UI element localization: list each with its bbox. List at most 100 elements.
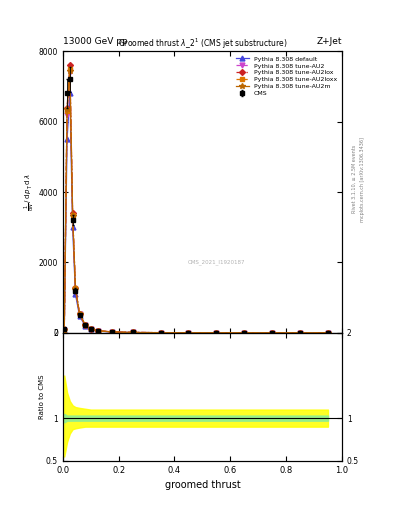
Pythia 8.308 default <box>242 330 247 336</box>
Pythia 8.308 tune-AU2lox <box>130 329 135 335</box>
Pythia 8.308 default <box>95 328 100 334</box>
Legend: Pythia 8.308 default, Pythia 8.308 tune-AU2, Pythia 8.308 tune-AU2lox, Pythia 8.: Pythia 8.308 default, Pythia 8.308 tune-… <box>234 54 339 98</box>
Pythia 8.308 tune-AU2loxx <box>70 212 75 218</box>
Pythia 8.308 tune-AU2m <box>270 330 275 336</box>
Pythia 8.308 tune-AU2loxx <box>62 327 67 333</box>
Pythia 8.308 tune-AU2 <box>95 328 100 334</box>
Pythia 8.308 tune-AU2 <box>298 330 303 336</box>
Pythia 8.308 default <box>214 330 219 336</box>
Pythia 8.308 tune-AU2 <box>214 330 219 336</box>
Pythia 8.308 tune-AU2 <box>109 329 114 335</box>
Pythia 8.308 tune-AU2loxx <box>73 285 78 291</box>
Pythia 8.308 tune-AU2loxx <box>65 108 70 114</box>
Pythia 8.308 tune-AU2m <box>62 327 67 333</box>
Pythia 8.308 tune-AU2loxx <box>158 330 163 336</box>
Text: Rivet 3.1.10, ≥ 2.5M events: Rivet 3.1.10, ≥ 2.5M events <box>352 145 357 214</box>
Pythia 8.308 tune-AU2lox <box>65 104 70 111</box>
Pythia 8.308 tune-AU2m <box>68 68 72 74</box>
Text: Z+Jet: Z+Jet <box>316 37 342 46</box>
Line: Pythia 8.308 tune-AU2: Pythia 8.308 tune-AU2 <box>62 70 331 335</box>
Pythia 8.308 tune-AU2m <box>326 330 331 336</box>
Pythia 8.308 default <box>88 326 93 332</box>
Text: CMS_2021_I1920187: CMS_2021_I1920187 <box>187 260 245 265</box>
Pythia 8.308 default <box>270 330 275 336</box>
Pythia 8.308 tune-AU2m <box>73 286 78 292</box>
Pythia 8.308 default <box>77 313 82 319</box>
Pythia 8.308 tune-AU2loxx <box>298 330 303 336</box>
Pythia 8.308 tune-AU2loxx <box>242 330 247 336</box>
Pythia 8.308 default <box>83 323 88 329</box>
Pythia 8.308 tune-AU2m <box>130 329 135 335</box>
Pythia 8.308 tune-AU2m <box>186 330 191 336</box>
Pythia 8.308 tune-AU2 <box>77 311 82 317</box>
Pythia 8.308 default <box>68 90 72 96</box>
Pythia 8.308 tune-AU2lox <box>62 326 67 332</box>
Pythia 8.308 tune-AU2lox <box>73 285 78 291</box>
Pythia 8.308 tune-AU2loxx <box>270 330 275 336</box>
Pythia 8.308 default <box>130 329 135 335</box>
Y-axis label: Ratio to CMS: Ratio to CMS <box>39 375 44 419</box>
Pythia 8.308 tune-AU2lox <box>186 330 191 336</box>
Pythia 8.308 tune-AU2lox <box>83 322 88 328</box>
Pythia 8.308 default <box>62 327 67 333</box>
Pythia 8.308 tune-AU2m <box>242 330 247 336</box>
Pythia 8.308 tune-AU2lox <box>70 210 75 216</box>
Pythia 8.308 tune-AU2 <box>130 329 135 335</box>
Pythia 8.308 tune-AU2loxx <box>77 311 82 317</box>
Text: 13000 GeV pp: 13000 GeV pp <box>63 37 128 46</box>
Pythia 8.308 default <box>186 330 191 336</box>
Pythia 8.308 tune-AU2lox <box>326 330 331 336</box>
Pythia 8.308 tune-AU2 <box>186 330 191 336</box>
Pythia 8.308 tune-AU2m <box>109 329 114 335</box>
Pythia 8.308 tune-AU2lox <box>158 330 163 336</box>
Pythia 8.308 default <box>73 291 78 297</box>
Pythia 8.308 tune-AU2loxx <box>83 322 88 328</box>
Text: mcplots.cern.ch [arXiv:1306.3436]: mcplots.cern.ch [arXiv:1306.3436] <box>360 137 365 222</box>
Pythia 8.308 tune-AU2m <box>95 328 100 334</box>
Pythia 8.308 tune-AU2lox <box>242 330 247 336</box>
Pythia 8.308 tune-AU2loxx <box>109 329 114 335</box>
Pythia 8.308 tune-AU2 <box>65 112 70 118</box>
Pythia 8.308 tune-AU2m <box>83 322 88 328</box>
Title: Groomed thrust $\lambda\_2^1$ (CMS jet substructure): Groomed thrust $\lambda\_2^1$ (CMS jet s… <box>118 37 287 51</box>
Pythia 8.308 tune-AU2m <box>70 213 75 219</box>
Pythia 8.308 default <box>326 330 331 336</box>
Line: Pythia 8.308 tune-AU2m: Pythia 8.308 tune-AU2m <box>61 68 331 335</box>
Pythia 8.308 tune-AU2loxx <box>88 326 93 332</box>
Pythia 8.308 tune-AU2 <box>68 69 72 75</box>
Line: Pythia 8.308 tune-AU2loxx: Pythia 8.308 tune-AU2loxx <box>62 67 330 335</box>
Pythia 8.308 tune-AU2 <box>158 330 163 336</box>
Line: Pythia 8.308 default: Pythia 8.308 default <box>62 91 331 335</box>
Pythia 8.308 tune-AU2lox <box>77 311 82 317</box>
Pythia 8.308 tune-AU2lox <box>109 329 114 335</box>
Pythia 8.308 tune-AU2lox <box>214 330 219 336</box>
Pythia 8.308 tune-AU2loxx <box>214 330 219 336</box>
Pythia 8.308 tune-AU2 <box>83 322 88 328</box>
Pythia 8.308 tune-AU2m <box>214 330 219 336</box>
Pythia 8.308 tune-AU2lox <box>298 330 303 336</box>
Pythia 8.308 tune-AU2loxx <box>95 328 100 334</box>
Pythia 8.308 tune-AU2 <box>88 326 93 332</box>
Pythia 8.308 tune-AU2 <box>70 214 75 220</box>
Pythia 8.308 default <box>70 224 75 230</box>
Pythia 8.308 tune-AU2m <box>88 326 93 332</box>
Pythia 8.308 tune-AU2lox <box>95 328 100 334</box>
Pythia 8.308 default <box>158 330 163 336</box>
Pythia 8.308 default <box>298 330 303 336</box>
Pythia 8.308 tune-AU2 <box>242 330 247 336</box>
Pythia 8.308 tune-AU2loxx <box>130 329 135 335</box>
X-axis label: groomed thrust: groomed thrust <box>165 480 240 490</box>
Pythia 8.308 default <box>109 329 114 335</box>
Pythia 8.308 tune-AU2lox <box>68 62 72 68</box>
Pythia 8.308 default <box>65 136 70 142</box>
Pythia 8.308 tune-AU2lox <box>88 326 93 332</box>
Line: Pythia 8.308 tune-AU2lox: Pythia 8.308 tune-AU2lox <box>62 63 330 335</box>
Pythia 8.308 tune-AU2loxx <box>186 330 191 336</box>
Pythia 8.308 tune-AU2 <box>326 330 331 336</box>
Pythia 8.308 tune-AU2 <box>270 330 275 336</box>
Pythia 8.308 tune-AU2m <box>77 311 82 317</box>
Pythia 8.308 tune-AU2lox <box>270 330 275 336</box>
Pythia 8.308 tune-AU2 <box>73 286 78 292</box>
Pythia 8.308 tune-AU2loxx <box>68 66 72 72</box>
Pythia 8.308 tune-AU2m <box>65 106 70 112</box>
